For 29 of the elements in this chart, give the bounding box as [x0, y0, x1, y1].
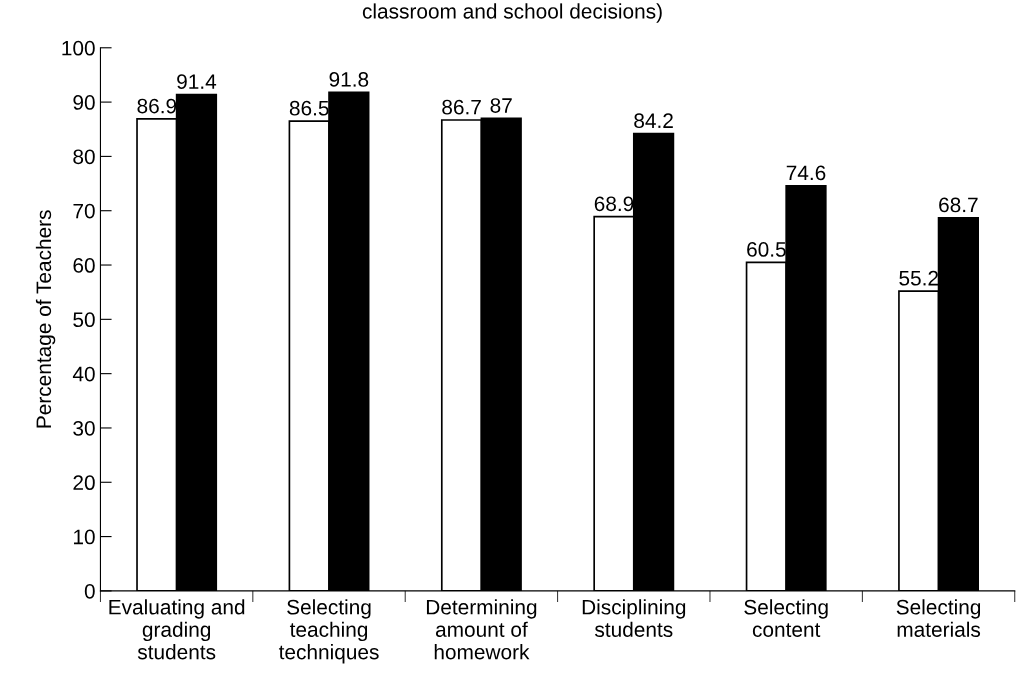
y-tick-label: 50 [73, 312, 95, 328]
x-tick-label: Selecting content [744, 599, 828, 637]
data-label: 86.9 [137, 98, 177, 114]
y-tick-label: 100 [62, 40, 95, 56]
y-tick-label: 20 [73, 475, 95, 491]
y-tick-label: 80 [73, 149, 95, 165]
data-label: 86.7 [442, 99, 481, 115]
x-tick-label: Selecting materials [896, 599, 981, 637]
x-tick-label: Evaluating and grading students [109, 599, 245, 660]
y-tick-label: 60 [73, 258, 95, 273]
y-tick-label: 70 [73, 203, 95, 219]
data-label: 91.4 [177, 74, 217, 89]
data-label: 68.7 [939, 197, 978, 213]
data-label: 87 [490, 98, 512, 113]
chart-title: classroom and school decisions) [362, 3, 662, 23]
y-tick-label: 0 [84, 583, 95, 599]
y-tick-label: 10 [74, 529, 95, 545]
data-label: 68.9 [594, 196, 634, 212]
y-axis-title: Percentage of Teachers [35, 210, 56, 428]
data-label: 91.8 [329, 72, 369, 87]
y-tick-label: 40 [72, 366, 95, 382]
y-tick-label: 90 [73, 95, 95, 110]
y-tick-label: 30 [73, 420, 95, 436]
x-tick-label: Disciplining students [582, 599, 686, 637]
data-label: 84.2 [634, 113, 673, 129]
data-label: 74.6 [786, 165, 826, 181]
data-label: 55.2 [899, 270, 938, 286]
x-tick-label: Selecting teaching techniques [278, 599, 379, 664]
x-tick-label: Determining amount of homework [426, 599, 537, 660]
